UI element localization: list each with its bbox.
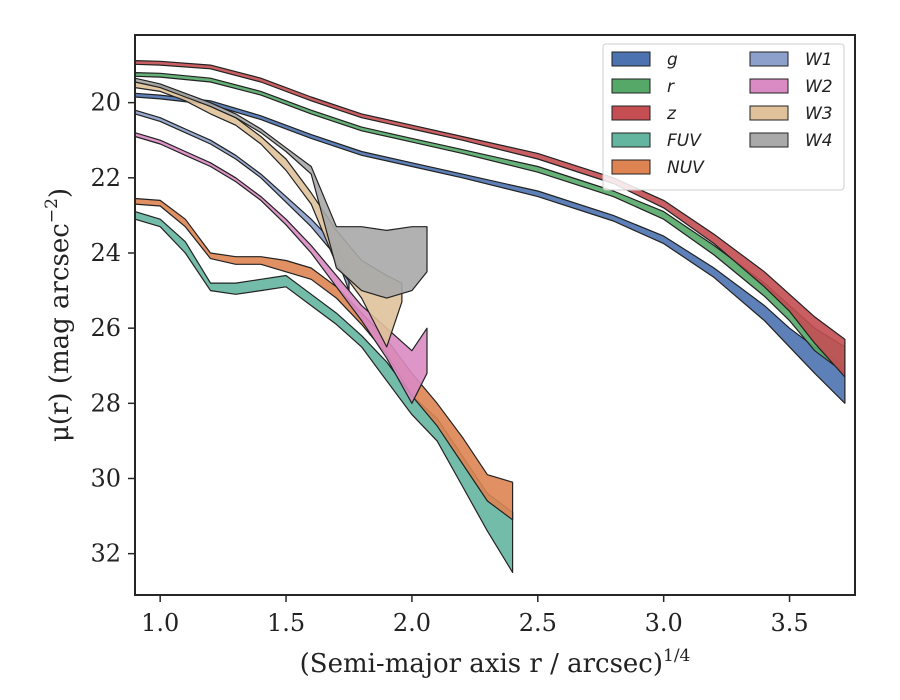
y-tick-label: 20 [90, 89, 121, 117]
legend-label-w3: W3 [805, 104, 833, 124]
legend-label-z: z [666, 104, 677, 124]
legend-label-fuv: FUV [667, 131, 702, 151]
legend-label-r: r [667, 77, 675, 97]
legend-swatch-w1 [749, 51, 789, 67]
x-tick-label: 1.0 [141, 609, 179, 637]
x-tick-label: 2.5 [519, 609, 557, 637]
y-tick-label: 32 [90, 540, 121, 568]
legend: grz FUV NUV W1 W2 W3 W4 [602, 43, 845, 191]
legend-label-g: g [667, 50, 678, 70]
y-axis-label-main: μ(r) (mag arcsec [45, 223, 75, 442]
series-band-w4 [134, 77, 428, 299]
legend-label-w1: W1 [805, 50, 833, 70]
series-band-fuv [134, 211, 514, 574]
x-tick-label: 3.0 [645, 609, 683, 637]
x-axis-label: (Semi-major axis r / arcsec)1/4 [300, 646, 691, 679]
y-tick-label: 26 [90, 314, 121, 342]
x-axis-label-main: (Semi-major axis r / arcsec) [300, 649, 663, 679]
y-axis-label-exponent: −2 [42, 198, 62, 223]
series-band-w2 [134, 132, 428, 404]
x-tick-label: 1.5 [267, 609, 305, 637]
series-band-g [134, 92, 846, 404]
y-axis-label-close: ) [45, 188, 75, 198]
y-tick-label: 28 [90, 389, 121, 417]
x-tick-label: 3.5 [770, 609, 808, 637]
y-tick-label: 24 [90, 239, 121, 267]
x-axis-label-exponent: 1/4 [663, 646, 690, 666]
plot-frame [134, 34, 856, 596]
x-axis-ticks: 1.0 1.5 2.0 2.5 3.0 3.5 [141, 595, 809, 637]
legend-swatch-g [611, 51, 651, 67]
legend-label-w2: W2 [805, 77, 833, 97]
legend-swatch-z [611, 105, 651, 121]
y-tick-label: 22 [90, 164, 121, 192]
x-tick-label: 2.0 [393, 609, 431, 637]
legend-swatch-nuv [611, 159, 651, 175]
legend-swatch-r [611, 78, 651, 94]
legend-swatch-w4 [749, 132, 789, 148]
legend-swatch-w2 [749, 78, 789, 94]
series-band-z [134, 59, 846, 378]
series-layer [134, 59, 846, 574]
series-band-nuv [134, 197, 514, 521]
y-axis-label: μ(r) (mag arcsec−2) [42, 188, 75, 442]
legend-label-w4: W4 [805, 131, 833, 151]
y-axis-ticks: 20 22 24 26 28 30 32 [90, 89, 135, 568]
legend-swatch-w3 [749, 105, 789, 121]
y-tick-label: 30 [90, 464, 121, 492]
legend-swatch-fuv [611, 132, 651, 148]
legend-label-nuv: NUV [667, 158, 705, 178]
